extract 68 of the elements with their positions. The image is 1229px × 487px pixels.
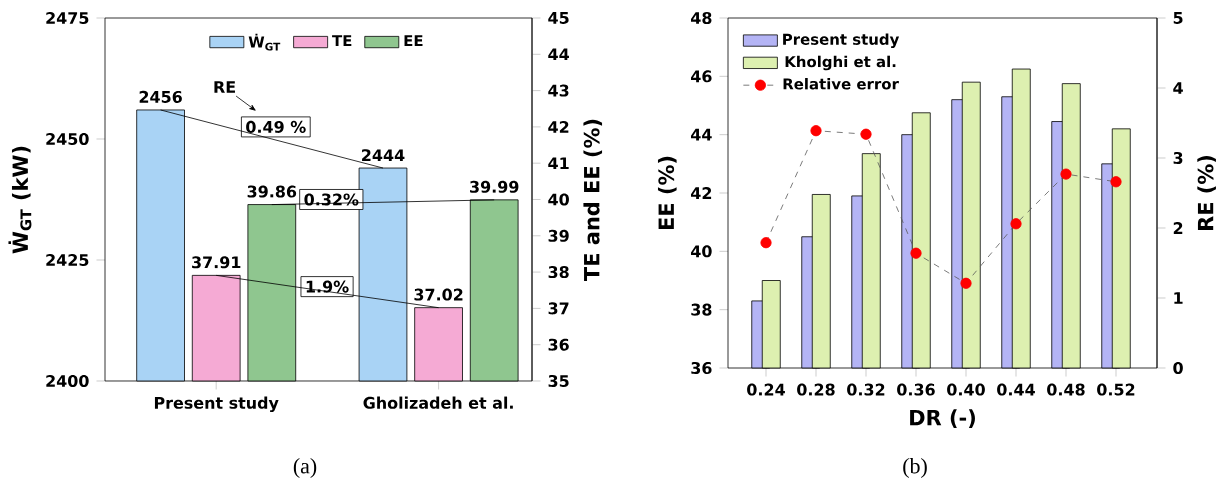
x-tick-label: 0.32 bbox=[847, 383, 885, 396]
data-label: 2456 bbox=[139, 90, 182, 103]
y-tick-label: 2400 bbox=[46, 374, 89, 388]
x-tick-label: 0.24 bbox=[747, 383, 785, 396]
point bbox=[960, 277, 972, 289]
data-label: 2444 bbox=[362, 149, 405, 161]
y-axis-title: Ẇ$_{GT}$ (kW) bbox=[8, 146, 32, 254]
legend-label: Present study bbox=[783, 33, 900, 48]
legend-label: TE bbox=[332, 35, 352, 46]
x-tick-label: 0.48 bbox=[1047, 383, 1085, 396]
text: (b) bbox=[903, 458, 927, 478]
x-tick-label: 0.36 bbox=[897, 383, 935, 396]
y2-tick-label: 0 bbox=[1173, 361, 1183, 375]
annotation: RE bbox=[214, 81, 235, 93]
point bbox=[760, 237, 772, 249]
point bbox=[1110, 176, 1122, 188]
data-label: 39.86 bbox=[247, 185, 297, 198]
y2-tick-label: 38 bbox=[548, 266, 569, 279]
point bbox=[810, 125, 822, 137]
y-axis-title: EE (%) bbox=[657, 156, 677, 230]
y-tick-label: 2425 bbox=[46, 253, 89, 267]
y2-tick-label: 5 bbox=[1173, 12, 1183, 24]
text: (a) bbox=[293, 458, 317, 478]
x-tick-label: 0.28 bbox=[797, 383, 835, 396]
y-tick-label: 44 bbox=[691, 128, 712, 141]
x-tick-label: 0.44 bbox=[997, 383, 1035, 396]
y2-tick-label: 35 bbox=[548, 374, 569, 388]
point bbox=[910, 247, 922, 259]
y2-axis-title: TE and EE (%) bbox=[583, 119, 603, 281]
y2-tick-label: 37 bbox=[548, 302, 569, 315]
y-tick-label: 42 bbox=[691, 187, 712, 199]
y-tick-label: 38 bbox=[691, 303, 712, 316]
annotation: 1.9% bbox=[306, 280, 349, 293]
y2-tick-label: 40 bbox=[548, 193, 569, 206]
point bbox=[1060, 168, 1072, 180]
data-label: 37.91 bbox=[192, 256, 241, 269]
y2-tick-label: 2 bbox=[1173, 222, 1183, 234]
y2-tick-label: 41 bbox=[548, 157, 569, 170]
y-tick-label: 48 bbox=[691, 11, 712, 25]
legend-label: Kholghi et al. bbox=[785, 55, 896, 71]
y2-tick-label: 39 bbox=[548, 229, 569, 242]
y2-axis-title: RE (%) bbox=[1197, 155, 1216, 230]
legend-label: Ẇ$_{GT}$ bbox=[248, 33, 281, 51]
x-tick-label: Gholizadeh et al. bbox=[363, 396, 513, 409]
legend-label: Relative error bbox=[783, 78, 899, 90]
y-tick-label: 36 bbox=[691, 361, 712, 375]
annotation: 0.32% bbox=[304, 193, 359, 206]
y2-tick-label: 36 bbox=[548, 338, 569, 351]
y-tick-label: 2475 bbox=[46, 11, 89, 25]
y2-tick-label: 44 bbox=[548, 48, 569, 61]
y-tick-label: 40 bbox=[691, 245, 712, 258]
data-label: 39.99 bbox=[470, 180, 519, 193]
data-label: 37.02 bbox=[414, 288, 463, 301]
y-tick-label: 46 bbox=[691, 70, 712, 83]
y2-tick-label: 1 bbox=[1174, 292, 1183, 304]
y2-tick-label: 4 bbox=[1173, 82, 1183, 94]
x-axis-title: DR (-) bbox=[910, 409, 975, 428]
y2-tick-label: 45 bbox=[548, 12, 569, 24]
x-tick-label: 0.40 bbox=[947, 383, 985, 396]
point bbox=[860, 128, 872, 140]
y2-tick-label: 43 bbox=[548, 84, 569, 97]
legend-label: EE bbox=[404, 35, 423, 46]
annotation: 0.49 % bbox=[246, 120, 306, 133]
point bbox=[1010, 218, 1022, 230]
y2-tick-label: 3 bbox=[1173, 151, 1183, 165]
y-tick-label: 2450 bbox=[46, 132, 89, 146]
y2-tick-label: 42 bbox=[548, 120, 569, 133]
x-tick-label: 0.52 bbox=[1097, 383, 1135, 396]
